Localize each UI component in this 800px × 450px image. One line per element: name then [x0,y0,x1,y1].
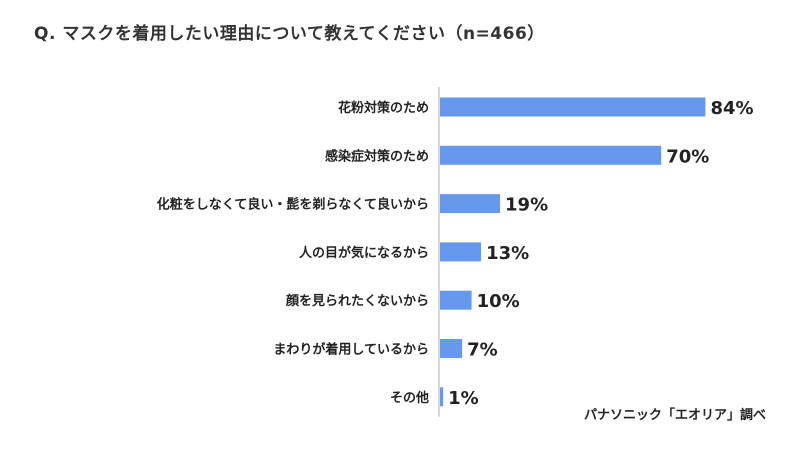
chart-title: Q. マスクを着用したい理由について教えてください（n=466） [34,24,545,44]
value-label: 13% [486,243,529,264]
category-label: 顔を見られたくないから [285,293,429,309]
source-note: パナソニック「エオリア」調べ [583,408,766,423]
bar [440,194,501,214]
category-label: 感染症対策のため [325,148,429,164]
category-label: 人の目が気になるから [299,245,429,261]
category-label: まわりが着用しているから [273,342,429,358]
category-label: その他 [390,390,429,406]
bar [440,97,706,117]
bar [440,339,463,358]
category-label: 花粉対策のため [338,100,429,116]
value-label: 7% [467,340,498,361]
value-label: 84% [710,98,753,119]
category-label: 化粧をしなくて良い・髭を剃らなくて良いから [157,197,429,213]
value-label: 1% [448,388,479,409]
value-label: 70% [666,146,709,167]
bar [440,145,662,165]
value-label: 10% [477,291,520,312]
bar [440,290,472,310]
value-label: 19% [505,195,548,216]
bar [440,387,444,407]
bar [440,242,482,262]
